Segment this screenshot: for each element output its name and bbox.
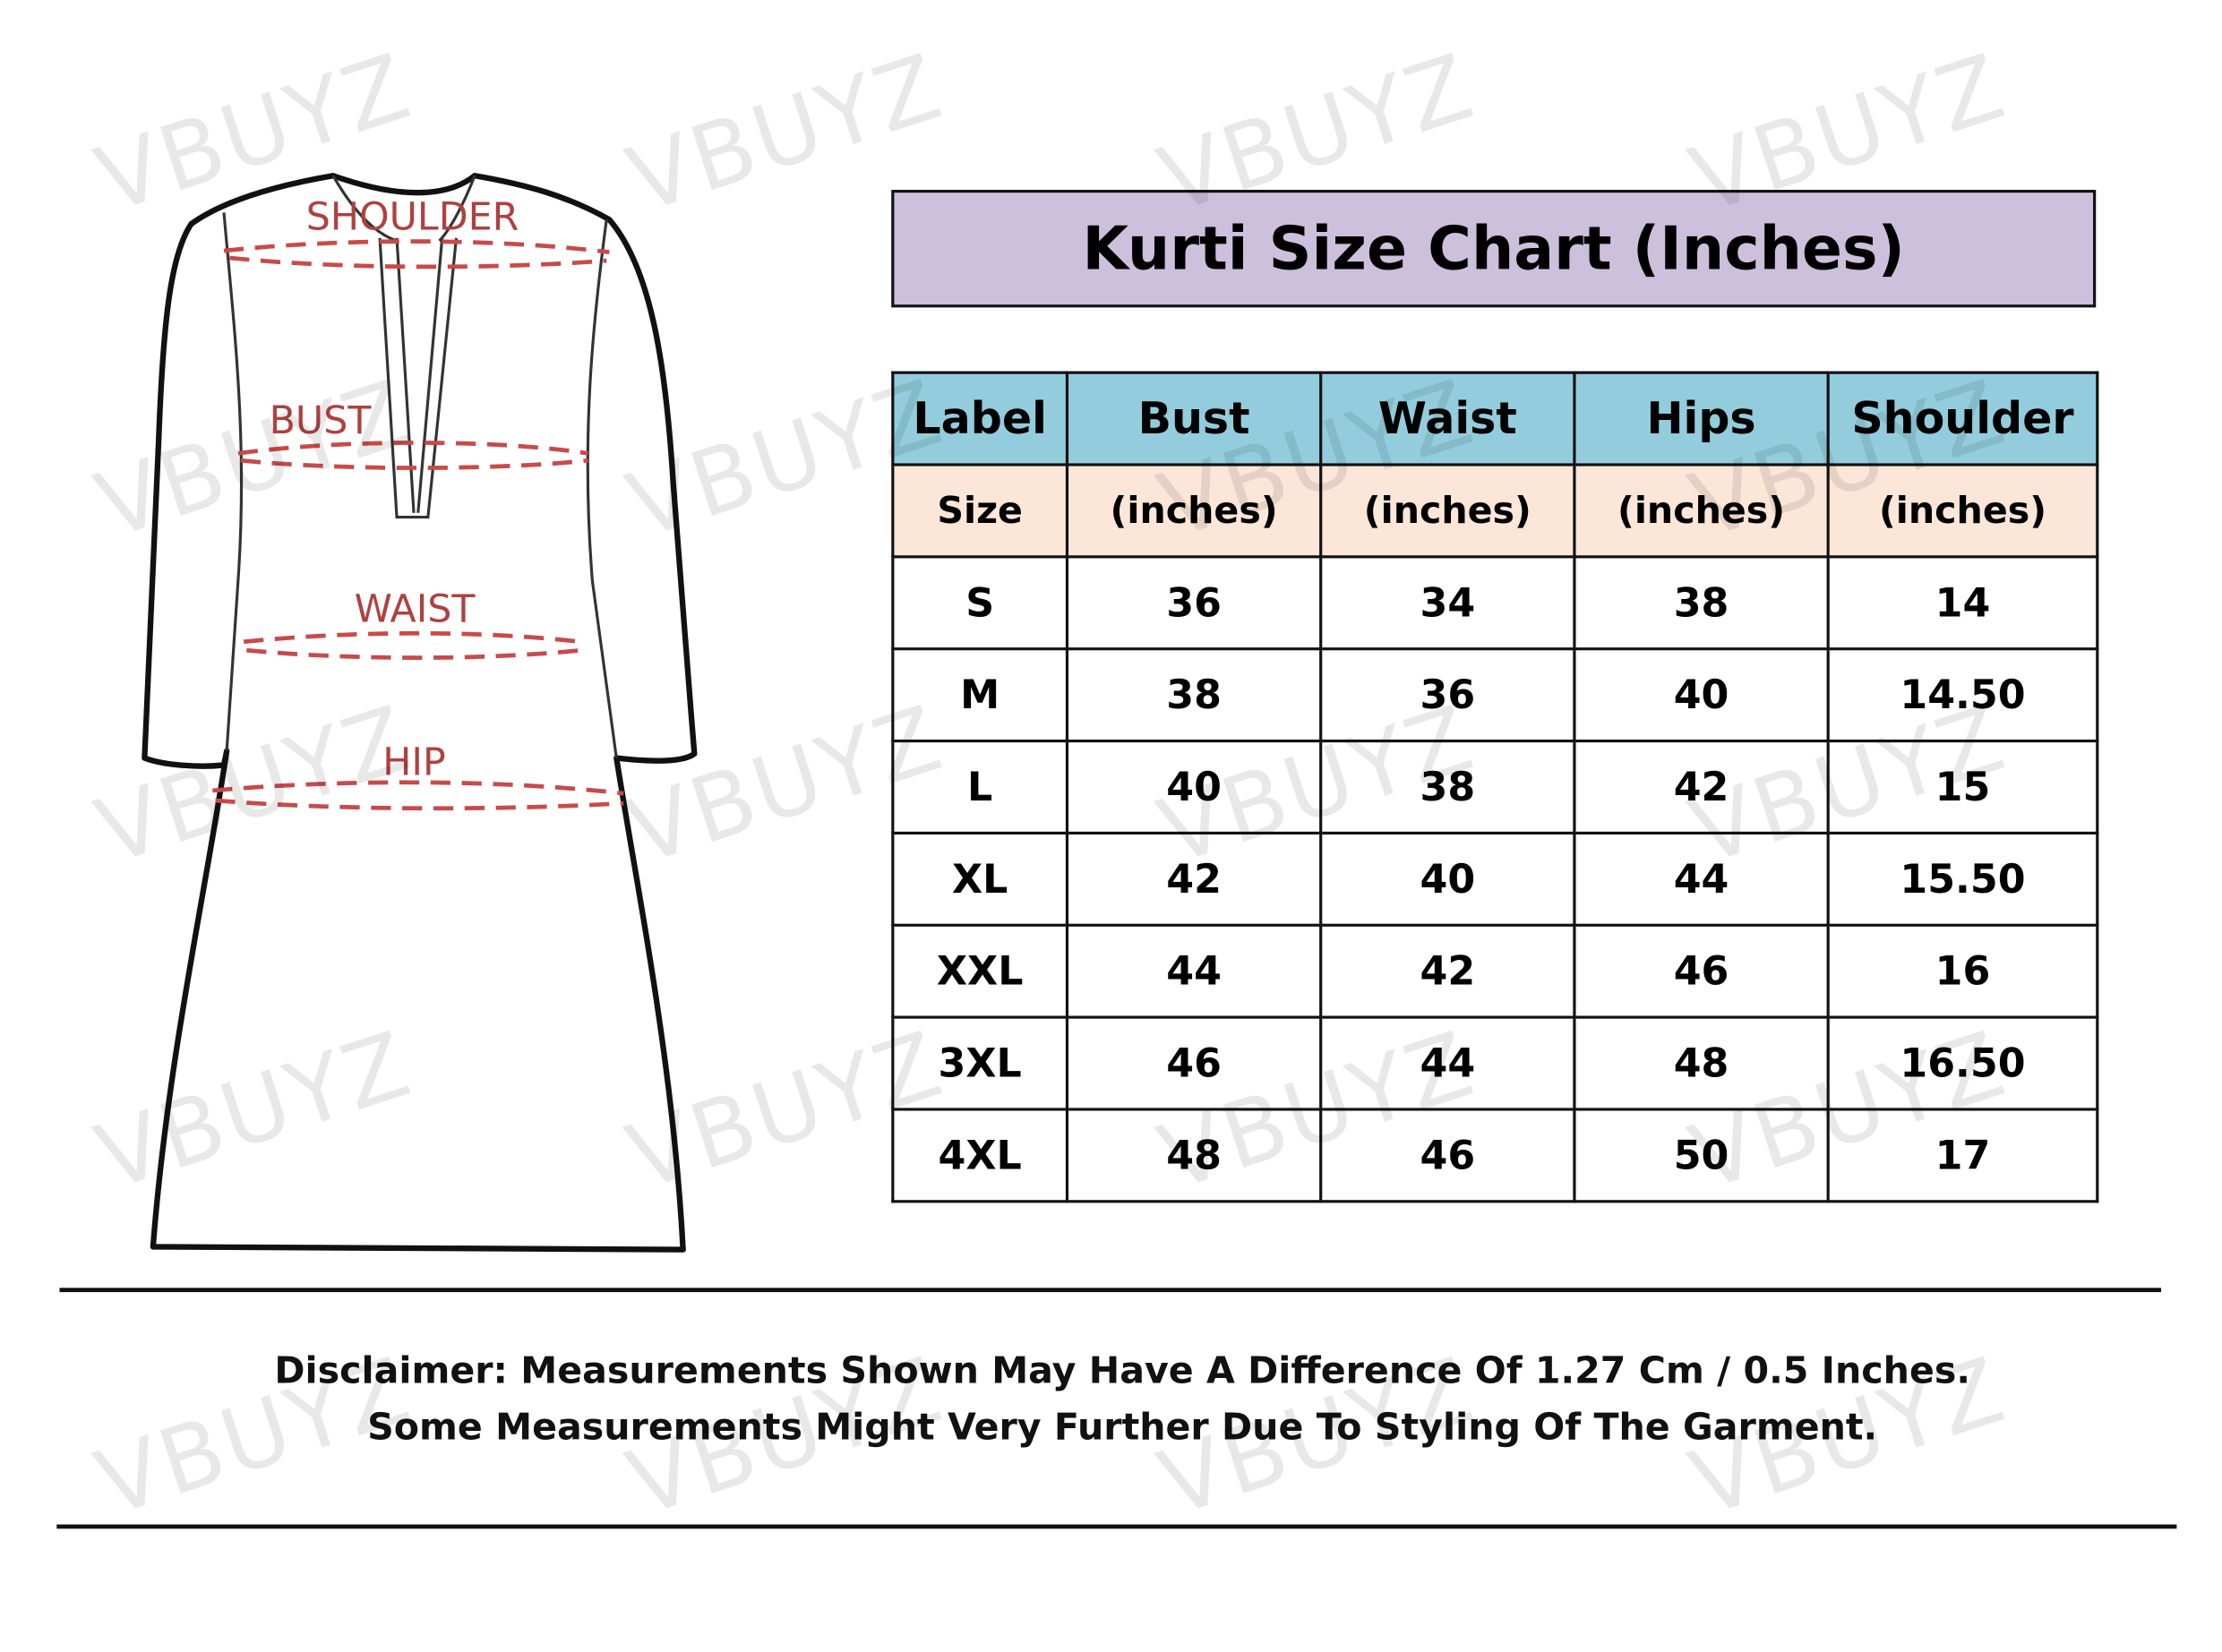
chart-title: Kurti Size Chart (Inches): [891, 190, 2097, 308]
measurement-cell: 48: [1065, 1108, 1323, 1203]
subheader-cell: (inches): [1319, 463, 1576, 559]
measurement-cell: 14: [1826, 555, 2099, 651]
waist-label: WAIST: [355, 587, 476, 632]
table-row: L 40 38 42 15: [891, 739, 2099, 835]
size-table: Label Bust Waist Hips Shoulder Size (inc…: [891, 371, 2099, 1203]
measurement-cell: 40: [1573, 647, 1830, 743]
disclaimer-line-1: Disclaimer: Measurements Shown May Have …: [274, 1349, 1970, 1393]
measurement-cell: 15.50: [1826, 831, 2099, 927]
table-subheader-row: Size (inches) (inches) (inches) (inches): [891, 463, 2099, 559]
measurement-cell: 46: [1319, 1108, 1576, 1203]
measurement-cell: 40: [1065, 739, 1323, 835]
measurement-cell: 38: [1573, 555, 1830, 651]
bust-label: BUST: [270, 398, 373, 443]
measurement-cell: 16: [1826, 923, 2099, 1019]
size-label-cell: XXL: [891, 923, 1069, 1019]
measurement-cell: 42: [1065, 831, 1323, 927]
measurement-cell: 44: [1065, 923, 1323, 1019]
table-header-row: Label Bust Waist Hips Shoulder: [891, 371, 2099, 466]
header-cell: Shoulder: [1826, 371, 2099, 466]
measurement-cell: 14.50: [1826, 647, 2099, 743]
measurement-cell: 15: [1826, 739, 2099, 835]
table-row: XL 42 40 44 15.50: [891, 831, 2099, 927]
header-cell: Hips: [1573, 371, 1830, 466]
disclaimer-line-2: Some Measurements Might Very Further Due…: [367, 1407, 1878, 1450]
measurement-cell: 38: [1319, 739, 1576, 835]
subheader-cell: (inches): [1065, 463, 1323, 559]
measurement-cell: 46: [1573, 923, 1830, 1019]
kurti-outline: [142, 173, 698, 1253]
measurement-cell: 44: [1573, 831, 1830, 927]
divider-bottom: [56, 1524, 2177, 1529]
measurement-cell: 42: [1319, 923, 1576, 1019]
size-label-cell: M: [891, 647, 1069, 743]
shoulder-measure-line: [223, 239, 610, 270]
waist-measure-line: [243, 630, 582, 660]
table-row: S 36 34 38 14: [891, 555, 2099, 651]
armhole-left: [222, 212, 244, 751]
size-label-cell: S: [891, 555, 1069, 651]
table-row: 4XL 48 46 50 17: [891, 1108, 2099, 1203]
header-cell: Bust: [1065, 371, 1323, 466]
measurement-cell: 42: [1573, 739, 1830, 835]
armhole-right: [586, 219, 618, 758]
bust-measure-line: [237, 441, 589, 470]
measurement-cell: 36: [1319, 647, 1576, 743]
subheader-cell: (inches): [1826, 463, 2099, 559]
size-label-cell: 4XL: [891, 1108, 1069, 1203]
placket: [378, 237, 459, 519]
measurement-cell: 50: [1573, 1108, 1830, 1203]
table-row: M 38 36 40 14.50: [891, 647, 2099, 743]
subheader-cell: (inches): [1573, 463, 1830, 559]
size-label-cell: 3XL: [891, 1015, 1069, 1111]
neckline: [331, 175, 476, 243]
measurement-cell: 36: [1065, 555, 1323, 651]
kurti-diagram: SHOULDER BUST WAIST HIP: [142, 173, 698, 1253]
disclaimer: Disclaimer: Measurements Shown May Have …: [59, 1343, 2184, 1457]
measurement-cell: 17: [1826, 1108, 2099, 1203]
size-label-cell: XL: [891, 831, 1069, 927]
measurement-cell: 16.50: [1826, 1015, 2099, 1111]
measurement-cell: 40: [1319, 831, 1576, 927]
shoulder-label: SHOULDER: [306, 194, 519, 239]
subheader-cell: Size: [891, 463, 1069, 559]
header-cell: Label: [891, 371, 1069, 466]
table-row: XXL 44 42 46 16: [891, 923, 2099, 1019]
measurement-cell: 46: [1065, 1015, 1323, 1111]
size-label-cell: L: [891, 739, 1069, 835]
measurement-cell: 44: [1319, 1015, 1576, 1111]
measurement-cell: 38: [1065, 647, 1323, 743]
header-cell: Waist: [1319, 371, 1576, 466]
table-row: 3XL 46 44 48 16.50: [891, 1015, 2099, 1111]
measurement-cell: 48: [1573, 1015, 1830, 1111]
divider-top: [59, 1288, 2162, 1293]
hip-label: HIP: [382, 740, 445, 785]
hip-measure-line: [212, 780, 624, 811]
measurement-cell: 34: [1319, 555, 1576, 651]
